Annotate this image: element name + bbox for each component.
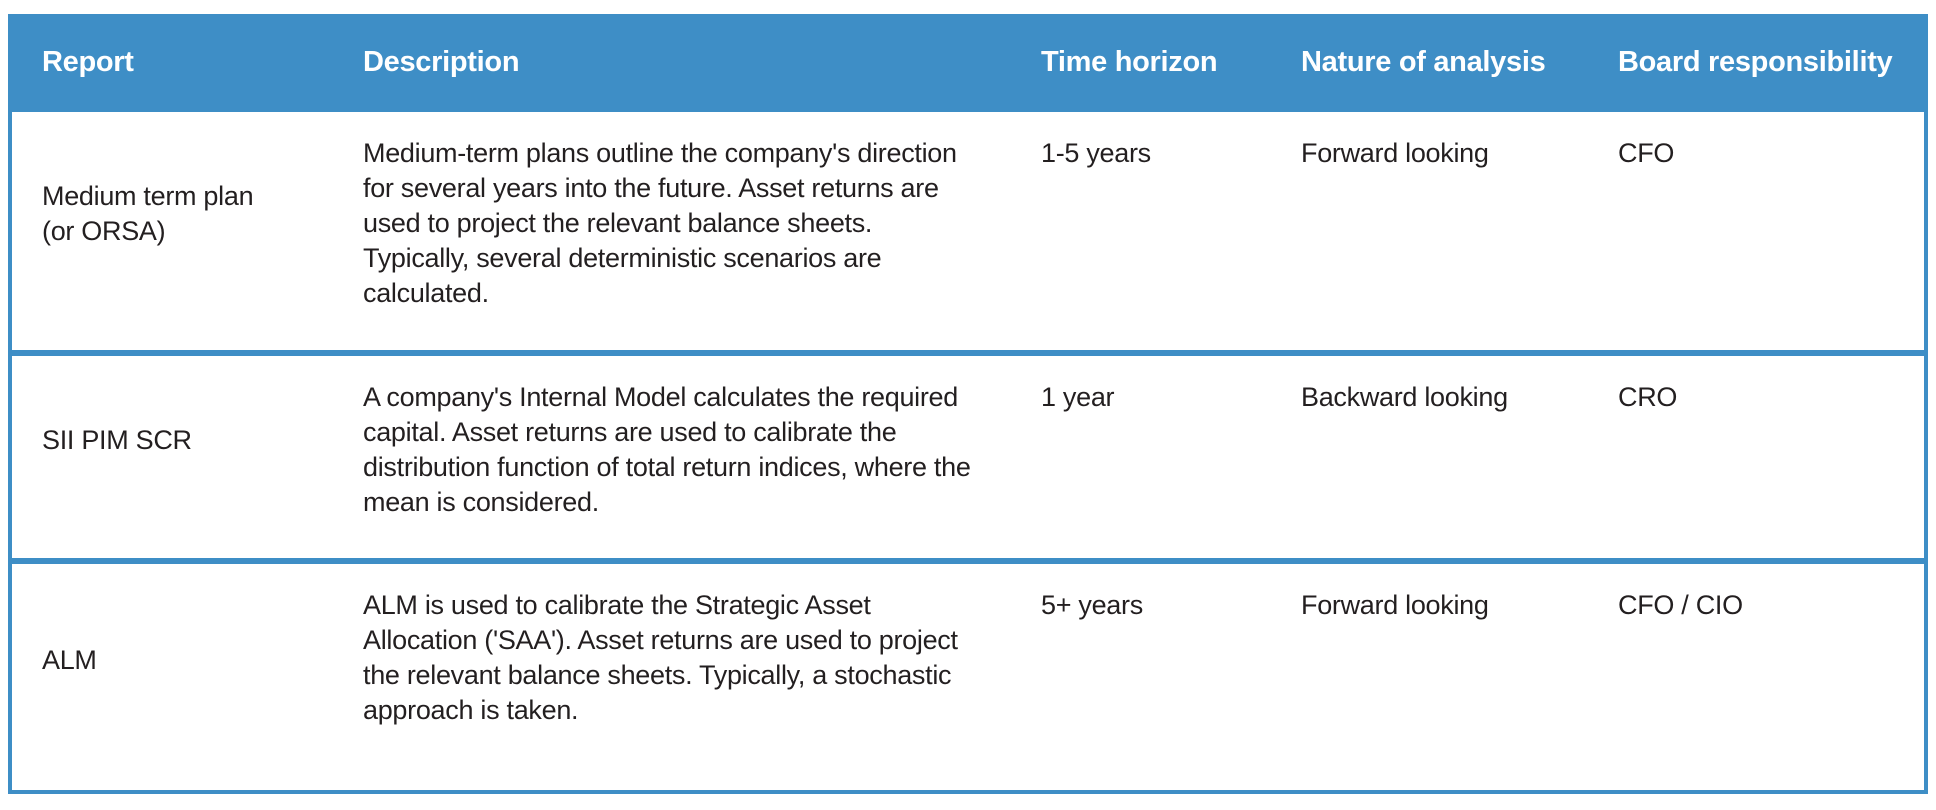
- cell-description: Medium-term plans outline the company's …: [333, 106, 1011, 350]
- column-header-nature-of-analysis: Nature of analysis: [1271, 18, 1588, 106]
- cell-report: ALM: [12, 558, 333, 790]
- table-header: Report Description Time horizon Nature o…: [12, 18, 1924, 106]
- cell-report: Medium term plan (or ORSA): [12, 106, 333, 350]
- cell-time-horizon: 5+ years: [1011, 558, 1271, 790]
- cell-time-horizon: 1 year: [1011, 350, 1271, 558]
- cell-description: ALM is used to calibrate the Strategic A…: [333, 558, 1011, 790]
- cell-board-responsibility: CFO / CIO: [1588, 558, 1924, 790]
- cell-description: A company's Internal Model calculates th…: [333, 350, 1011, 558]
- table-row: ALM ALM is used to calibrate the Strateg…: [12, 558, 1924, 790]
- cell-report: SII PIM SCR: [12, 350, 333, 558]
- table-body: Medium term plan (or ORSA) Medium-term p…: [12, 106, 1924, 790]
- column-header-time-horizon: Time horizon: [1011, 18, 1271, 106]
- column-header-description: Description: [333, 18, 1011, 106]
- column-header-board-responsibility: Board responsibility: [1588, 18, 1924, 106]
- cell-nature-of-analysis: Backward looking: [1271, 350, 1588, 558]
- column-header-report: Report: [12, 18, 333, 106]
- reports-table: Report Description Time horizon Nature o…: [8, 14, 1928, 794]
- table-row: Medium term plan (or ORSA) Medium-term p…: [12, 106, 1924, 350]
- cell-time-horizon: 1-5 years: [1011, 106, 1271, 350]
- table-row: SII PIM SCR A company's Internal Model c…: [12, 350, 1924, 558]
- cell-nature-of-analysis: Forward looking: [1271, 558, 1588, 790]
- cell-nature-of-analysis: Forward looking: [1271, 106, 1588, 350]
- cell-board-responsibility: CRO: [1588, 350, 1924, 558]
- cell-board-responsibility: CFO: [1588, 106, 1924, 350]
- header-row: Report Description Time horizon Nature o…: [12, 18, 1924, 106]
